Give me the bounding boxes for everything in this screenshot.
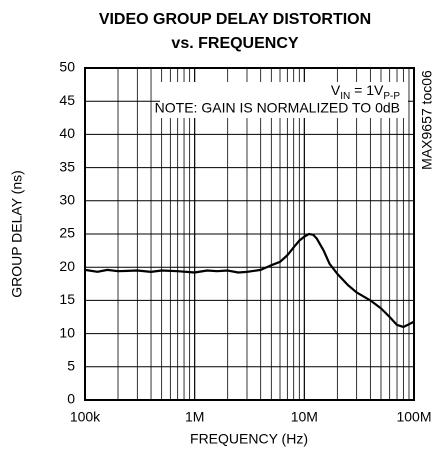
annotation: VIN = 1VP-P xyxy=(331,82,400,102)
chart-title: vs. FREQUENCY xyxy=(171,35,298,52)
y-tick-label: 45 xyxy=(59,92,75,108)
y-tick-label: 5 xyxy=(67,358,75,374)
y-tick-label: 10 xyxy=(59,324,75,340)
side-label: MAX9657 toc06 xyxy=(419,70,435,170)
annotation-part: V xyxy=(331,82,341,98)
y-tick-label: 35 xyxy=(59,158,75,174)
x-axis-label: FREQUENCY (Hz) xyxy=(190,431,308,447)
annotation-part: IN xyxy=(340,91,350,102)
y-tick-label: 25 xyxy=(59,225,75,241)
y-axis-label: GROUP DELAY (ns) xyxy=(9,170,25,298)
annotation-part: = 1V xyxy=(350,82,384,98)
annotation-background xyxy=(160,82,408,118)
annotation-part: P-P xyxy=(383,91,400,102)
y-tick-label: 20 xyxy=(59,258,75,274)
note: NOTE: GAIN IS NORMALIZED TO 0dB xyxy=(155,100,400,116)
plot-frame xyxy=(84,67,415,401)
y-tick-label: 15 xyxy=(59,291,75,307)
x-tick-label: 100k xyxy=(70,409,101,425)
y-tick-label: 30 xyxy=(59,192,75,208)
y-tick-label: 0 xyxy=(67,391,75,407)
x-tick-label: 1M xyxy=(185,409,204,425)
y-tick-label: 40 xyxy=(59,125,75,141)
chart-title: VIDEO GROUP DELAY DISTORTION xyxy=(99,11,371,28)
y-tick-label: 50 xyxy=(59,59,75,75)
x-tick-label: 100M xyxy=(396,409,431,425)
data-line xyxy=(84,232,415,329)
x-tick-label: 10M xyxy=(291,409,318,425)
